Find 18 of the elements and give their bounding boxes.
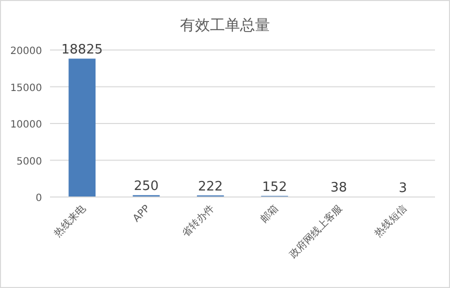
y-tick-label: 20000 bbox=[10, 46, 42, 57]
chart-title: 有效工单总量 bbox=[180, 16, 270, 34]
data-label: 250 bbox=[134, 179, 159, 194]
data-label: 3 bbox=[398, 180, 408, 196]
data-label: 222 bbox=[198, 179, 223, 194]
y-tick-label: 5000 bbox=[16, 156, 42, 168]
bar bbox=[68, 58, 96, 197]
data-label: 152 bbox=[262, 180, 287, 195]
data-label: 38 bbox=[330, 180, 348, 196]
x-tick-label: 政府网线上客服 bbox=[286, 202, 345, 261]
y-tick-label: 0 bbox=[36, 193, 42, 204]
x-tick-label: 热线短信 bbox=[372, 202, 410, 240]
y-tick-label: 15000 bbox=[10, 82, 42, 94]
x-tick-label: 省转办件 bbox=[180, 202, 217, 240]
x-tick-label: 热线来电 bbox=[51, 202, 88, 240]
data-label: 18825 bbox=[61, 42, 103, 58]
y-tick-label: 10000 bbox=[10, 120, 42, 130]
x-tick-label: 邮箱 bbox=[258, 202, 281, 226]
